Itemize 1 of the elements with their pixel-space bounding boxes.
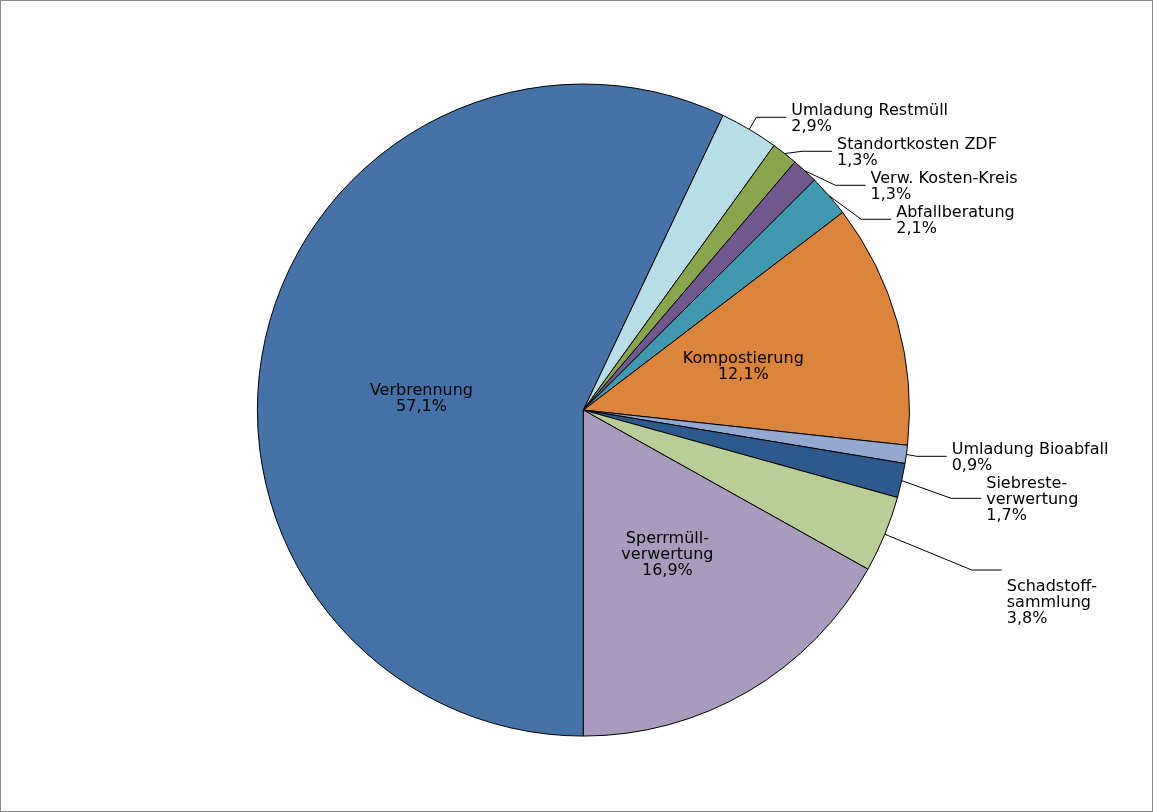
slice-label: Kompostierung (682, 348, 804, 368)
